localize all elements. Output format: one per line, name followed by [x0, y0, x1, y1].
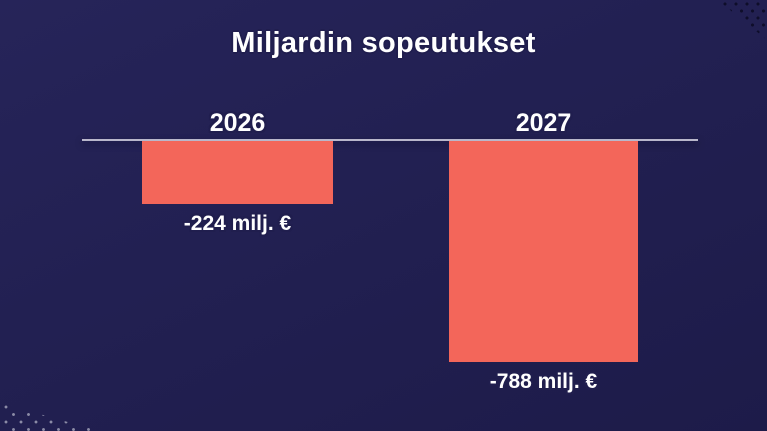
- chart-title: Miljardin sopeutukset: [231, 27, 536, 59]
- value-label-2027: -788 milj. €: [489, 370, 598, 393]
- value-label-2026: -224 milj. €: [183, 212, 292, 235]
- bar-2027: [449, 141, 638, 362]
- category-label-2026: 2026: [209, 109, 266, 137]
- bar-2026: [142, 141, 333, 204]
- zero-baseline: [82, 139, 698, 141]
- corner-dot-pattern-bottom-left: [0, 403, 100, 431]
- category-label-2027: 2027: [515, 109, 572, 137]
